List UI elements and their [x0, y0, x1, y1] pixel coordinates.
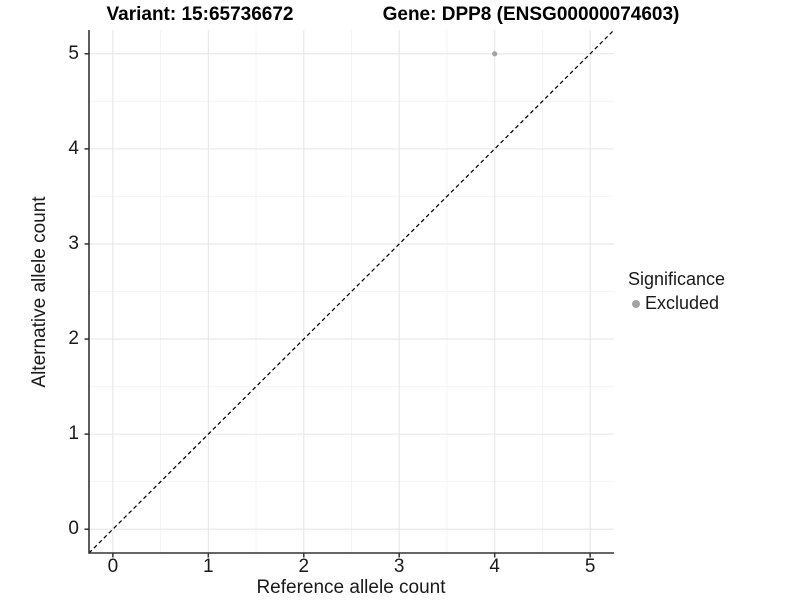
legend-title: Significance — [628, 269, 726, 289]
legend-point-icon — [632, 299, 640, 308]
x-tick-label: 4 — [489, 556, 500, 577]
x-tick-label: 3 — [393, 556, 405, 577]
x-tick-label: 0 — [107, 556, 119, 577]
plot-title-gene: Gene: DPP8 (ENSG00000074603) — [382, 4, 680, 25]
y-tick-label: 3 — [68, 232, 79, 254]
legend-entry-excluded: Excluded — [628, 293, 725, 314]
y-tick-label: 0 — [68, 518, 79, 540]
x-tick-label: 1 — [203, 556, 214, 577]
y-tick-label: 5 — [68, 42, 79, 64]
x-axis-title: Reference allele count — [256, 577, 446, 598]
legend-entry-label: Excluded — [645, 293, 720, 313]
plot-title-variant: Variant: 15:65736672 — [106, 4, 294, 25]
x-tick-label: 5 — [584, 556, 596, 577]
data-point-excluded — [492, 51, 498, 57]
legend: Significance Excluded — [628, 269, 725, 314]
y-tick-label: 1 — [68, 423, 79, 445]
y-tick-label: 2 — [68, 328, 79, 350]
y-axis-title: Alternative allele count — [29, 196, 50, 388]
identity-reference-line — [88, 29, 615, 554]
x-tick-label: 2 — [298, 556, 310, 577]
y-tick-label: 4 — [68, 137, 79, 159]
